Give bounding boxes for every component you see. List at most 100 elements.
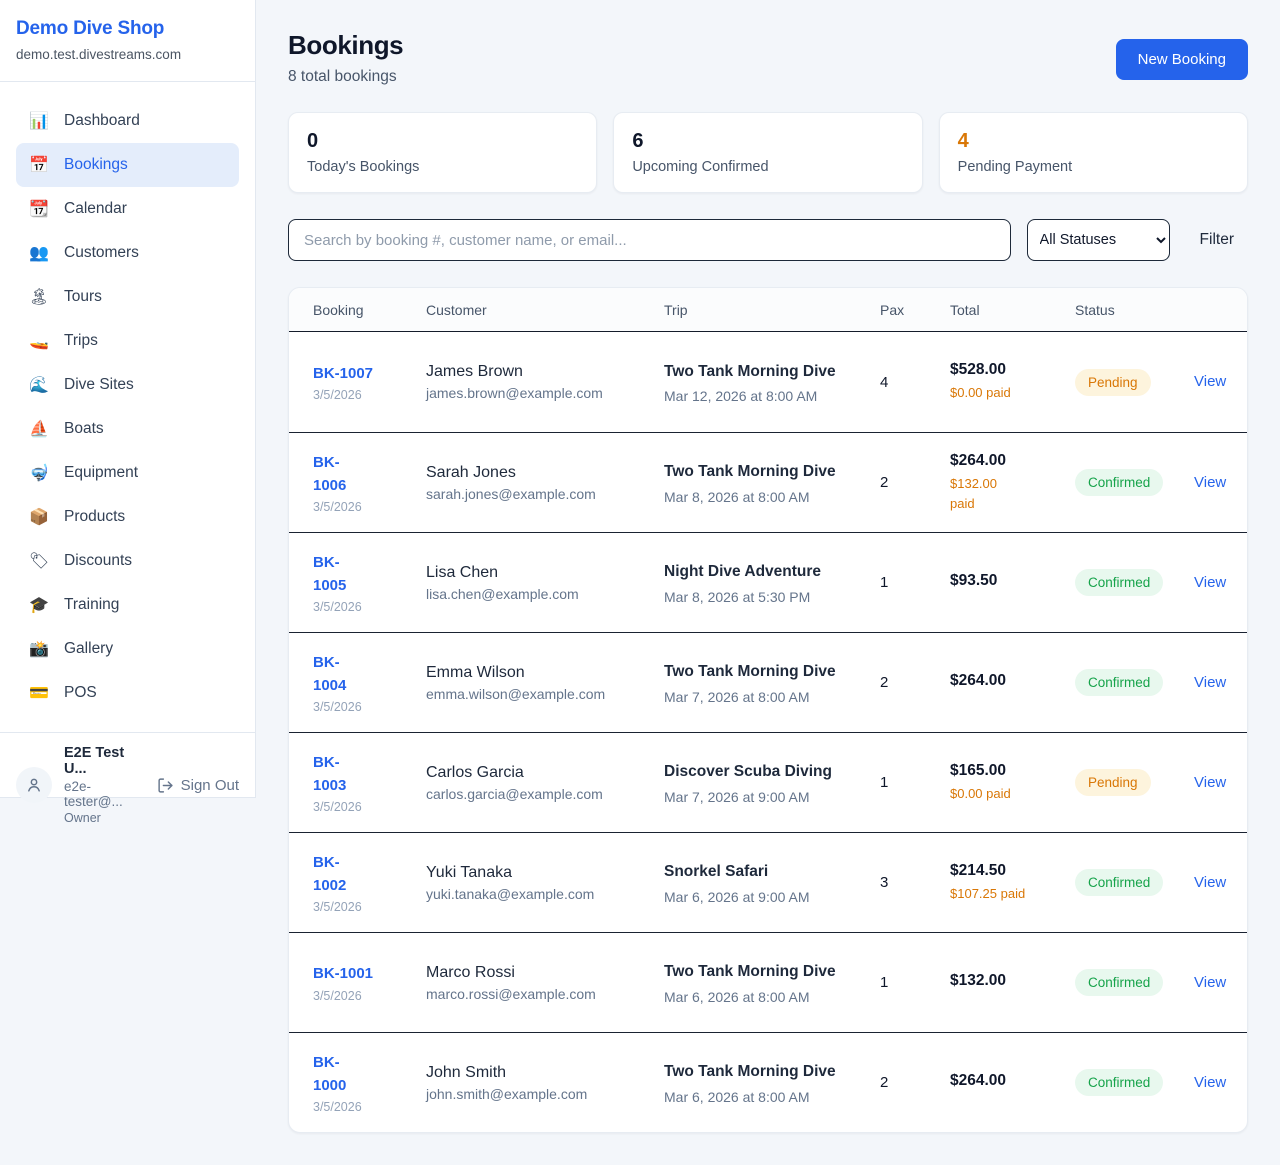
search-input[interactable] [288, 219, 1011, 261]
booking-id-link[interactable]: BK- 1000 [313, 1053, 347, 1094]
view-link[interactable]: View [1194, 873, 1227, 891]
column-header-trip: Trip [664, 301, 688, 318]
sidebar-item-label: Boats [64, 420, 104, 437]
sidebar-item-training[interactable]: 🎓 Training [16, 583, 239, 627]
customer-email: carlos.garcia@example.com [426, 785, 603, 802]
column-header-customer: Customer [426, 301, 487, 318]
view-link[interactable]: View [1194, 573, 1227, 591]
user-email: e2e-tester@... [64, 779, 123, 809]
sidebar-item-products[interactable]: 📦 Products [16, 495, 239, 539]
table-header-row: Booking Customer Trip Pax Total Status [289, 288, 1247, 332]
main-content: Bookings 8 total bookings New Booking 0 … [256, 0, 1280, 1165]
booking-id-link[interactable]: BK- 1004 [313, 653, 347, 694]
booking-date: 3/5/2026 [313, 800, 362, 815]
paid-amount: $107.25 paid [950, 885, 1026, 901]
customer-email: lisa.chen@example.com [426, 585, 579, 602]
sidebar-item-calendar[interactable]: 📆 Calendar [16, 187, 239, 231]
sidebar-item-label: Equipment [64, 464, 139, 481]
booking-id-link[interactable]: BK- 1006 [313, 453, 347, 494]
view-link[interactable]: View [1194, 473, 1227, 491]
trip-datetime: Mar 6, 2026 at 9:00 AM [664, 888, 810, 905]
table-row: BK- 1003 3/5/2026 Carlos Garcia carlos.g… [289, 732, 1247, 832]
booking-id-link[interactable]: BK-1007 [313, 364, 374, 382]
user-info: E2E Test U... e2e-tester@... Owner [64, 745, 145, 825]
customer-email: emma.wilson@example.com [426, 685, 606, 702]
package-icon: 📦 [29, 509, 49, 526]
sidebar-item-customers[interactable]: 👥 Customers [16, 231, 239, 275]
sidebar-item-dashboard[interactable]: 📊 Dashboard [16, 99, 239, 143]
view-link[interactable]: View [1194, 1073, 1227, 1091]
trip-name: Discover Scuba Diving [664, 763, 832, 781]
booking-date: 3/5/2026 [313, 600, 362, 615]
trip-datetime: Mar 8, 2026 at 8:00 AM [664, 488, 810, 505]
sidebar-item-gallery[interactable]: 📸 Gallery [16, 627, 239, 671]
shop-name: Demo Dive Shop [16, 18, 165, 39]
total-amount: $93.50 [950, 571, 998, 589]
customer-name: James Brown [426, 363, 523, 380]
camera-icon: 📸 [29, 641, 49, 658]
trip-datetime: Mar 7, 2026 at 8:00 AM [664, 688, 810, 705]
user-icon [28, 778, 40, 792]
filter-bar: All Statuses Filter [288, 219, 1248, 261]
sidebar-item-pos[interactable]: 💳 POS [16, 671, 239, 715]
view-link[interactable]: View [1194, 373, 1227, 390]
filter-button[interactable]: Filter [1186, 231, 1248, 249]
sign-out-button[interactable]: Sign Out [157, 777, 239, 794]
customer-name: Yuki Tanaka [426, 863, 512, 881]
view-link[interactable]: View [1194, 773, 1227, 791]
status-badge: Pending [1075, 368, 1151, 396]
stat-card-pending-payment: 4 Pending Payment [938, 112, 1248, 193]
customer-name: Carlos Garcia [426, 763, 524, 781]
sidebar-item-trips[interactable]: 🚤 Trips [16, 319, 239, 363]
bar-chart-icon: 📊 [29, 113, 49, 130]
customer-name: Lisa Chen [426, 563, 499, 581]
trip-datetime: Mar 12, 2026 at 8:00 AM [664, 388, 818, 404]
tag-icon: 🏷 [28, 553, 50, 570]
booking-id-link[interactable]: BK-1001 [313, 965, 374, 983]
status-select[interactable]: All Statuses [1026, 219, 1170, 261]
customer-email: john.smith@example.com [426, 1085, 588, 1102]
sidebar-item-boats[interactable]: ⛵ Boats [16, 407, 239, 451]
sidebar-item-tours[interactable]: 🏝 Tours [16, 275, 239, 319]
customer-email: james.brown@example.com [426, 385, 603, 401]
table-row: BK-1007 3/5/2026 James Brown james.brown… [289, 332, 1247, 432]
island-icon: 🏝 [28, 289, 50, 306]
sidebar-nav: 📊 Dashboard 📅 Bookings 📆 Calendar 👥 Cust… [0, 82, 255, 732]
column-header-booking: Booking [313, 301, 364, 318]
sidebar-item-equipment[interactable]: 🤿 Equipment [16, 451, 239, 495]
sidebar-item-dive-sites[interactable]: 🌊 Dive Sites [16, 363, 239, 407]
paid-amount: $0.00 paid [950, 385, 1011, 401]
booking-id-link[interactable]: BK- 1005 [313, 553, 347, 594]
booking-id-link[interactable]: BK- 1003 [313, 753, 347, 794]
pax-count: 2 [880, 674, 889, 691]
total-amount: $264.00 [950, 671, 1007, 689]
stat-card-upcoming-confirmed: 6 Upcoming Confirmed [613, 112, 923, 193]
shop-domain: demo.test.divestreams.com [16, 47, 182, 62]
tear-off-calendar-icon: 📆 [29, 201, 49, 218]
sidebar-item-bookings[interactable]: 📅 Bookings [16, 143, 239, 187]
bookings-table: Booking Customer Trip Pax Total Status B… [288, 287, 1248, 1133]
table-row: BK- 1000 3/5/2026 John Smith john.smith@… [289, 1032, 1247, 1132]
table-row: BK-1001 3/5/2026 Marco Rossi marco.rossi… [289, 932, 1247, 1032]
pax-count: 3 [880, 874, 889, 891]
diving-mask-icon: 🤿 [29, 465, 49, 482]
pax-count: 1 [880, 774, 889, 791]
stat-label: Today's Bookings [307, 159, 420, 175]
total-amount: $528.00 [950, 361, 1007, 379]
view-link[interactable]: View [1194, 673, 1227, 691]
sidebar: Demo Dive Shop demo.test.divestreams.com… [0, 0, 256, 825]
trip-datetime: Mar 7, 2026 at 9:00 AM [664, 788, 810, 805]
sidebar-item-label: Training [64, 596, 120, 613]
pax-count: 2 [880, 1074, 889, 1091]
wave-icon: 🌊 [29, 377, 49, 394]
pax-count: 4 [880, 373, 889, 391]
total-amount: $264.00 [950, 452, 1007, 469]
view-link[interactable]: View [1194, 973, 1227, 991]
booking-id-link[interactable]: BK- 1002 [313, 853, 347, 894]
column-header-pax: Pax [880, 301, 905, 318]
sidebar-item-label: Dive Sites [64, 376, 134, 393]
sidebar-item-discounts[interactable]: 🏷 Discounts [16, 539, 239, 583]
trip-name: Two Tank Morning Dive [664, 663, 836, 681]
new-booking-button[interactable]: New Booking [1115, 39, 1248, 80]
customer-name: Emma Wilson [426, 663, 525, 681]
